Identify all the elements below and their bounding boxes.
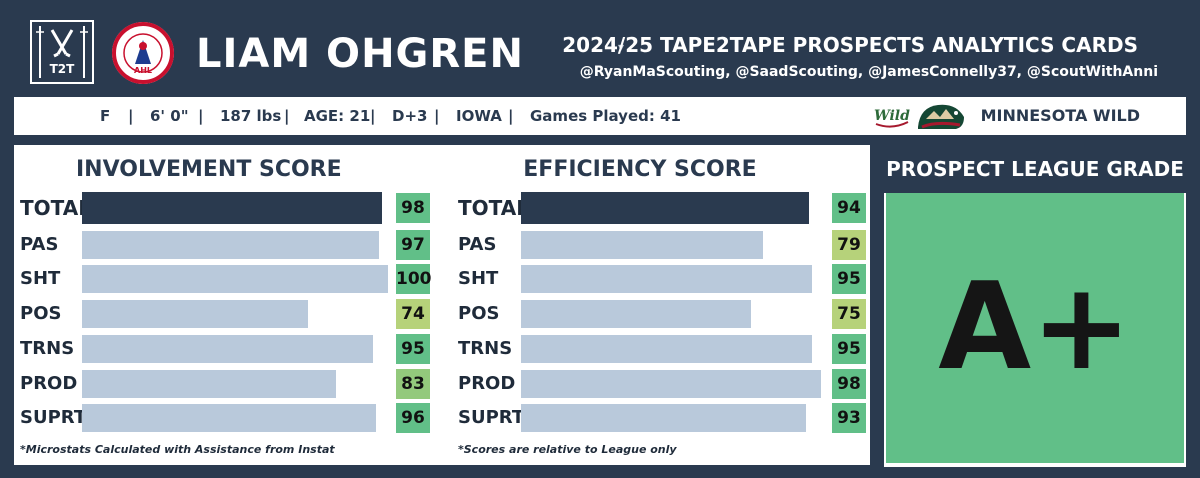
involvement-value-trns: 95 <box>396 334 430 364</box>
card-credits: @RyanMaScouting, @SaadScouting, @JamesCo… <box>579 64 1158 80</box>
involvement-value-total: 98 <box>396 193 430 223</box>
card-title: 2024/25 TAPE2TAPE PROSPECTS ANALYTICS CA… <box>562 33 1138 57</box>
player-name: LIAM OHGREN <box>196 31 524 77</box>
ahl-logo-text: AHL <box>134 66 152 75</box>
efficiency-value-pas: 79 <box>832 230 866 260</box>
chevron-down-icon[interactable]: ▾ <box>618 40 625 54</box>
efficiency-label-trns: TRNS <box>458 338 513 359</box>
involvement-label-prod: PROD <box>20 373 78 394</box>
involvement-bar-pos <box>82 300 308 328</box>
efficiency-bar-sht <box>521 265 812 293</box>
efficiency-bar-pas <box>521 231 763 259</box>
involvement-bar-pas <box>82 231 379 259</box>
t2t-logo-text: T2T <box>49 62 75 76</box>
t2t-logo: T2T <box>30 20 94 84</box>
efficiency-label-pas: PAS <box>458 234 497 255</box>
minnesota-wild-logo <box>916 101 966 131</box>
efficiency-score-title: EFFICIENCY SCORE <box>523 157 757 182</box>
involvement-value-suprt: 96 <box>396 403 430 433</box>
involvement-bar-suprt <box>82 404 376 432</box>
involvement-value-pos: 74 <box>396 299 430 329</box>
info-position: F <box>100 107 111 125</box>
efficiency-bar-trns <box>521 335 812 363</box>
involvement-score-title: INVOLVEMENT SCORE <box>76 157 342 182</box>
involvement-bar-sht <box>82 265 388 293</box>
involvement-value-prod: 83 <box>396 369 430 399</box>
score-panel: INVOLVEMENT SCORE EFFICIENCY SCORE TOTAL… <box>14 145 870 465</box>
efficiency-label-prod: PROD <box>458 373 516 394</box>
info-height: 6' 0" <box>150 107 189 125</box>
efficiency-value-sht: 95 <box>832 264 866 294</box>
wild-wordmark-logo: Wild <box>872 100 912 132</box>
team-name: MINNESOTA WILD <box>980 106 1140 125</box>
info-weight: 187 lbs <box>220 107 282 125</box>
efficiency-label-sht: SHT <box>458 268 499 289</box>
involvement-footnote: *Microstats Calculated with Assistance f… <box>20 443 335 456</box>
info-separator: | <box>434 107 440 125</box>
involvement-label-trns: TRNS <box>20 338 75 359</box>
involvement-label-suprt: SUPRT <box>20 407 87 428</box>
info-draft: D+3 <box>392 107 428 125</box>
efficiency-bar-prod <box>521 370 821 398</box>
wild-wordmark-icon: Wild <box>874 108 910 128</box>
grade-box: A+ <box>886 193 1184 463</box>
efficiency-value-pos: 75 <box>832 299 866 329</box>
info-separator: | <box>370 107 376 125</box>
info-separator: | <box>198 107 204 125</box>
efficiency-value-total: 94 <box>832 193 866 223</box>
wild-bear-icon <box>918 104 964 129</box>
involvement-label-sht: SHT <box>20 268 61 289</box>
info-age: AGE: 21 <box>304 107 371 125</box>
involvement-bar-trns <box>82 335 373 363</box>
wild-wordmark-text: Wild <box>874 108 910 124</box>
involvement-label-pas: PAS <box>20 234 59 255</box>
ahl-shield-icon <box>112 22 174 84</box>
efficiency-bar-suprt <box>521 404 806 432</box>
efficiency-label-pos: POS <box>458 303 500 324</box>
involvement-label-total: TOTAL <box>20 196 91 220</box>
efficiency-bar-total <box>521 192 809 224</box>
grade-title: PROSPECT LEAGUE GRADE <box>884 145 1186 193</box>
involvement-label-pos: POS <box>20 303 62 324</box>
info-separator: | <box>128 107 134 125</box>
grade-value: A+ <box>938 258 1132 397</box>
info-separator: | <box>508 107 514 125</box>
efficiency-label-suprt: SUPRT <box>458 407 525 428</box>
info-games-played: Games Played: 41 <box>530 107 681 125</box>
involvement-value-sht: 100 <box>396 264 432 294</box>
efficiency-value-prod: 98 <box>832 369 866 399</box>
player-info-bar: F | 6' 0" | 187 lbs | AGE: 21 | D+3 | IO… <box>14 97 1186 135</box>
efficiency-label-total: TOTAL <box>458 196 529 220</box>
involvement-value-pas: 97 <box>396 230 430 260</box>
grade-panel: PROSPECT LEAGUE GRADE A+ <box>884 145 1186 467</box>
info-team-short: IOWA <box>456 107 502 125</box>
involvement-bar-total <box>82 192 382 224</box>
hockey-sticks-icon <box>36 26 88 78</box>
efficiency-bar-pos <box>521 300 751 328</box>
info-separator: | <box>284 107 290 125</box>
involvement-bar-prod <box>82 370 336 398</box>
efficiency-value-trns: 95 <box>832 334 866 364</box>
ahl-logo: AHL <box>112 22 174 84</box>
efficiency-value-suprt: 93 <box>832 403 866 433</box>
efficiency-footnote: *Scores are relative to League only <box>458 443 677 456</box>
